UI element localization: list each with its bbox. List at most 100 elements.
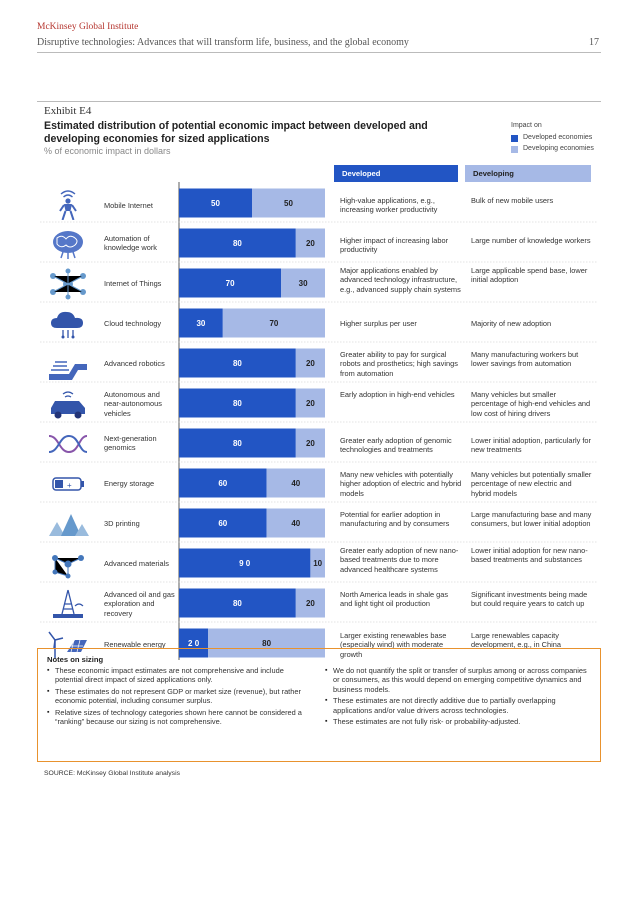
developing-text-mobile-internet: Bulk of new mobile users <box>471 196 554 205</box>
developed-text-3d-printing: Potential for earlier adoption in manufa… <box>340 510 450 529</box>
notes-right-list: We do not quantify the split or transfer… <box>325 666 593 729</box>
network-icon <box>45 268 91 300</box>
developed-text-automation: Higher impact of increasing labor produc… <box>340 236 449 255</box>
developing-text-3d-printing: Large manufacturing base and many consum… <box>471 510 592 529</box>
note-item: These economic impact estimates are not … <box>47 666 309 685</box>
note-item: Relative sizes of technology categories … <box>47 708 309 727</box>
notes-title: Notes on sizing <box>47 655 104 664</box>
bar-developing-next-generation-genomics <box>295 428 325 458</box>
bar-label-developing-cloud-technology: 70 <box>269 319 278 328</box>
developed-text-vehicles: Early adoption in high-end vehicles <box>340 390 455 399</box>
brain-icon <box>45 228 91 260</box>
bar-developed-autonomous-and-near-autonomous-vehicles <box>179 388 296 418</box>
bar-label-developed-advanced-robotics: 80 <box>233 359 242 368</box>
car-icon <box>45 388 91 420</box>
svg-text:+: + <box>67 481 72 490</box>
bar-developed-automation-of-knowledge-work <box>179 228 296 258</box>
developing-text-iot: Large applicable spend base, lower initi… <box>471 266 588 285</box>
exhibit-units: % of economic impact in dollars <box>44 146 171 156</box>
developing-column-header: Developing <box>465 165 591 182</box>
bar-label-developing-advanced-robotics: 20 <box>306 359 315 368</box>
bar-developing-advanced-oil-and-gas-exploration-and-recovery <box>295 588 325 618</box>
bar-label-developed-energy-storage: 60 <box>218 479 227 488</box>
bar-developing-cloud-technology <box>222 308 325 338</box>
bar-label-developed-mobile-internet: 50 <box>211 199 220 208</box>
row-label-renewable-energy: Renewable energy <box>104 640 166 649</box>
notes-left-list: These economic impact estimates are not … <box>47 666 309 729</box>
legend-title: Impact on <box>511 122 542 129</box>
cloud-icon <box>45 308 91 340</box>
bar-developing-internet-of-things <box>281 268 325 298</box>
note-item: These estimates are not directly additiv… <box>325 696 593 715</box>
row-dividers-layer <box>40 221 598 623</box>
bar-developed-advanced-materials <box>179 548 311 578</box>
bar-developing-automation-of-knowledge-work <box>295 228 325 258</box>
developed-text-renewable: Larger existing renewables base (especia… <box>340 631 447 659</box>
molecule-icon <box>45 548 91 580</box>
bar-developed-next-generation-genomics <box>179 428 296 458</box>
bar-label-developed-advanced-materials: 9 0 <box>239 559 251 568</box>
bar-label-developed-advanced-oil-and-gas-exploration-and-recovery: 80 <box>233 599 242 608</box>
bar-label-developing-renewable-energy: 80 <box>262 639 271 648</box>
developing-text-cloud: Majority of new adoption <box>471 319 552 328</box>
bar-label-developing-energy-storage: 40 <box>291 479 300 488</box>
bar-developing-mobile-internet <box>252 188 325 218</box>
legend-swatch-developed <box>511 135 518 142</box>
battery-icon: + <box>45 468 91 500</box>
source-note: SOURCE: McKinsey Global Institute analys… <box>44 770 180 777</box>
developing-text-genomics: Lower initial adoption, particularly for… <box>471 436 591 455</box>
bar-label-developing-advanced-oil-and-gas-exploration-and-recovery: 20 <box>306 599 315 608</box>
legend-label-developing: Developing economies <box>523 145 594 152</box>
row-label-next-generation-genomics: Next-generation genomics <box>104 434 157 453</box>
report-title: Disruptive technologies: Advances that w… <box>37 37 409 48</box>
bar-developing-autonomous-and-near-autonomous-vehicles <box>295 388 325 418</box>
developing-text-materials: Lower initial adoption for new nano-base… <box>471 546 588 565</box>
bar-developed-energy-storage <box>179 468 267 498</box>
developing-text-renewable: Large renewables capacity development, e… <box>471 631 561 650</box>
bar-label-developed-next-generation-genomics: 80 <box>233 439 242 448</box>
developed-text-mobile-internet: High-value applications, e.g., increasin… <box>340 196 438 215</box>
bar-label-developing-advanced-materials: 10 <box>313 559 322 568</box>
wind-solar-icon <box>45 628 91 660</box>
dna-icon <box>45 428 91 460</box>
bar-developed-advanced-robotics <box>179 348 296 378</box>
bar-label-developing-autonomous-and-near-autonomous-vehicles: 20 <box>306 399 315 408</box>
developed-text-genomics: Greater early adoption of genomic techno… <box>340 436 452 455</box>
bar-label-developed-automation-of-knowledge-work: 80 <box>233 239 242 248</box>
notes-box: Notes on sizing These economic impact es… <box>37 648 601 762</box>
bar-developed-internet-of-things <box>179 268 282 298</box>
developed-text-cloud: Higher surplus per user <box>340 319 417 328</box>
organization-name: McKinsey Global Institute <box>37 22 139 32</box>
row-label-internet-of-things: Internet of Things <box>104 279 162 288</box>
legend-label-developed: Developed economies <box>523 134 593 141</box>
person-wifi-icon <box>45 188 91 221</box>
bar-label-developed-cloud-technology: 30 <box>196 319 205 328</box>
bars-layer: 50 50 80 20 70 30 30 70 80 20 80 20 80 20 60 40 60 40 9 0 1… <box>179 188 325 658</box>
note-item: These estimates do not represent GDP or … <box>47 687 309 706</box>
row-label-advanced-oil-gas: Advanced oil and gas exploration and rec… <box>104 590 175 618</box>
row-label-advanced-robotics: Advanced robotics <box>104 359 165 368</box>
developed-text-robotics: Greater ability to pay for surgical robo… <box>340 350 458 378</box>
row-label-advanced-materials: Advanced materials <box>104 559 169 568</box>
bar-label-developed-3d-printing: 60 <box>218 519 227 528</box>
page-number: 17 <box>589 37 599 48</box>
bar-developed-renewable-energy <box>179 628 209 658</box>
pyramids-icon <box>45 508 91 540</box>
bar-developing-3d-printing <box>266 508 325 538</box>
developing-text-vehicles: Many vehicles but smaller percentage of … <box>471 390 591 418</box>
bar-developed-advanced-oil-and-gas-exploration-and-recovery <box>179 588 296 618</box>
bar-label-developed-internet-of-things: 70 <box>226 279 235 288</box>
row-label-autonomous-vehicles: Autonomous and near-autonomous vehicles <box>104 390 162 418</box>
row-label-mobile-internet: Mobile Internet <box>104 201 153 210</box>
exhibit-label: Exhibit E4 <box>44 105 92 117</box>
oil-rig-icon <box>45 588 91 620</box>
developing-text-energy-storage: Many vehicles but potentially smaller pe… <box>471 470 592 498</box>
bar-developed-cloud-technology <box>179 308 223 338</box>
header-divider <box>37 52 601 53</box>
bar-label-developing-3d-printing: 40 <box>291 519 300 528</box>
note-item: We do not quantify the split or transfer… <box>325 666 593 694</box>
legend-swatch-developing <box>511 146 518 153</box>
row-label-energy-storage: Energy storage <box>104 479 155 488</box>
developed-text-oil-gas: North America leads in shale gas and lig… <box>340 590 449 609</box>
bar-developing-advanced-robotics <box>295 348 325 378</box>
